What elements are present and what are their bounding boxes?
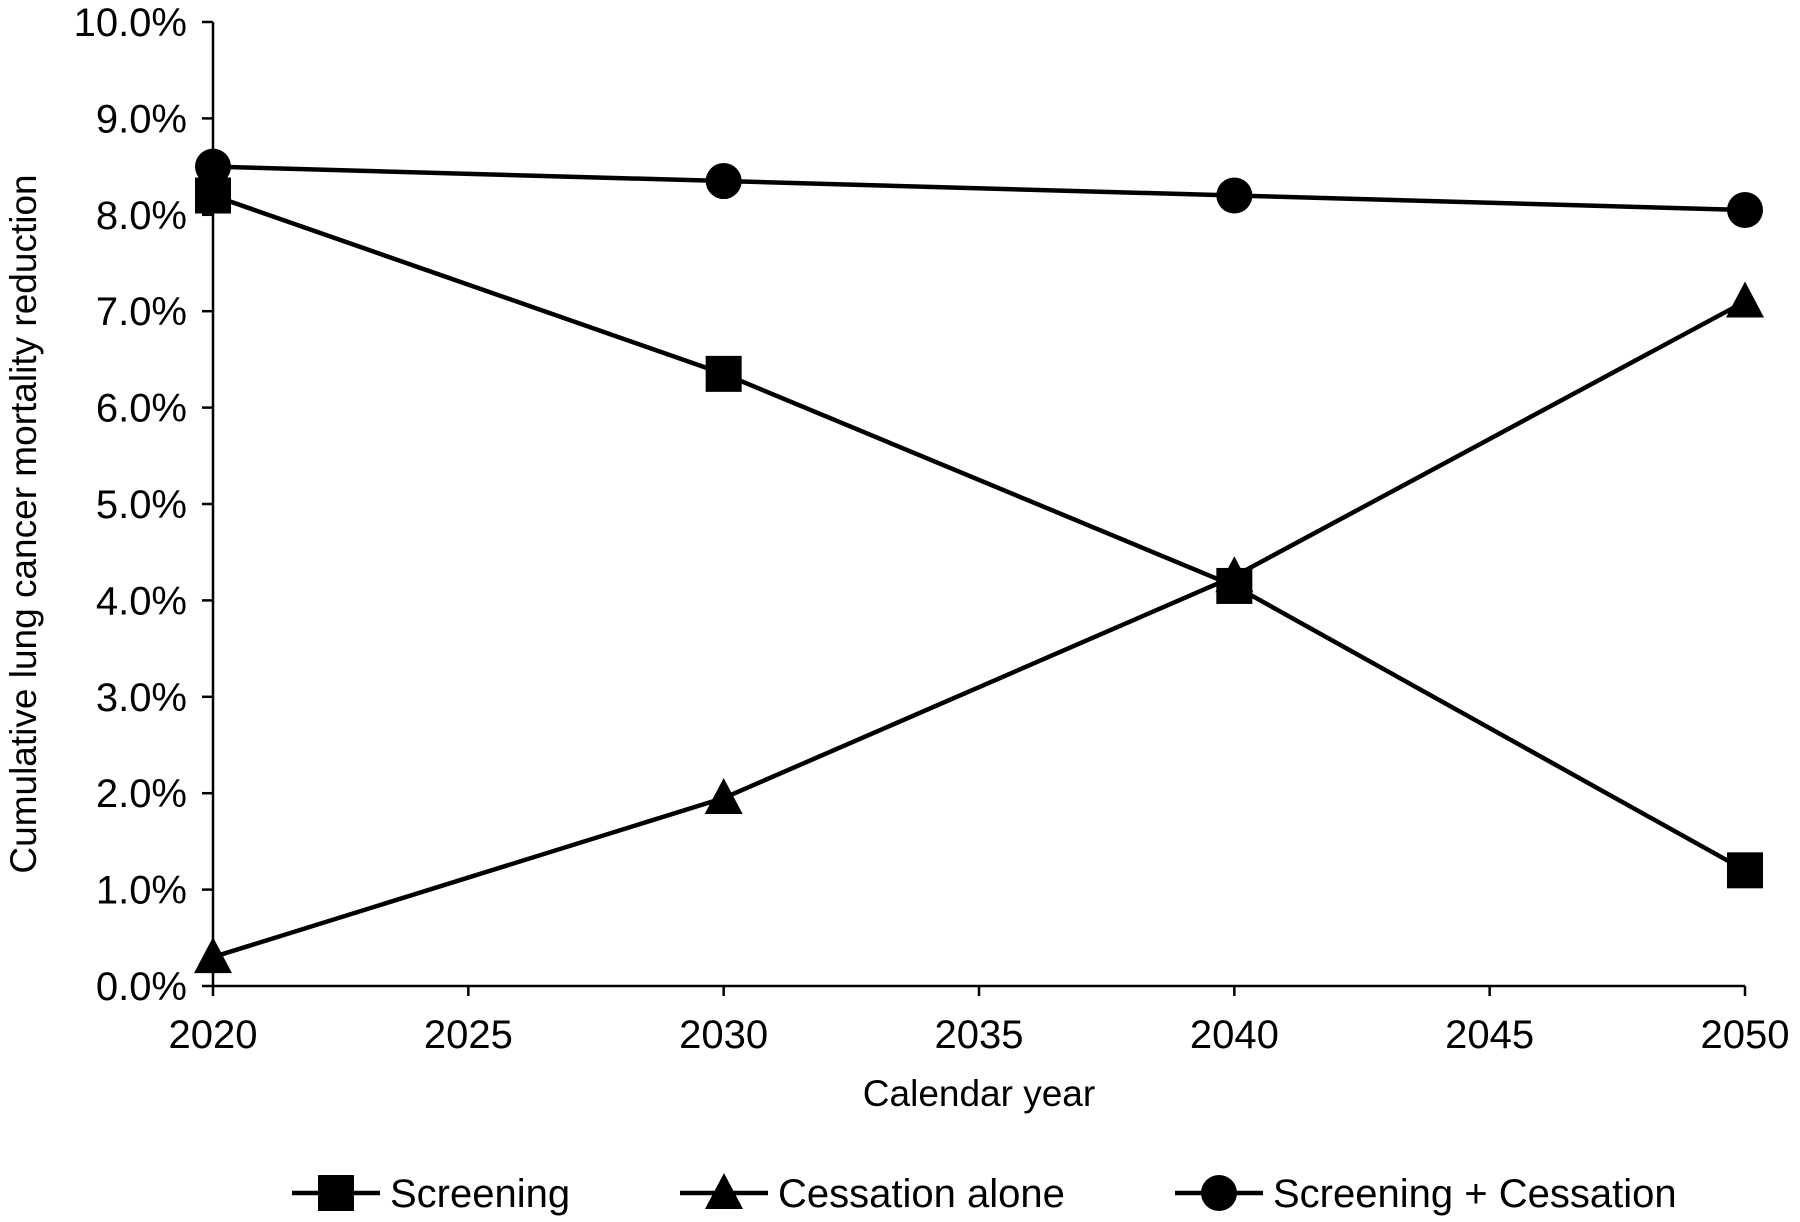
y-axis-ticks: 0.0% 1.0% 2.0% 3.0% 4.0% 5.0% 6.0% 7.0% 8.0% 9.0%… [74,1,213,1009]
y-tick-label: 9.0% [96,97,187,141]
x-tick-label: 2050 [1701,1013,1790,1057]
series-line-triangle [212,299,1747,960]
y-tick-label: 3.0% [96,676,187,720]
legend-marker-triangle [705,1173,743,1209]
x-axis-title: Calendar year [863,1073,1095,1114]
y-tick-label: 4.0% [96,579,187,623]
series-layer [194,148,1764,974]
data-point-circle [1216,177,1253,214]
y-tick-label: 10.0% [74,1,187,45]
y-tick-label: 0.0% [96,965,187,1009]
series-line-square [212,193,1747,873]
legend-item: Screening [292,1172,570,1216]
x-axis-ticks: 2020 2025 2030 2035 2040 2045 2050 [169,986,1790,1057]
y-tick-label: 8.0% [96,194,187,238]
data-point-square [705,355,742,392]
legend-marker-circle [1201,1175,1237,1211]
series-triangle [194,281,1764,974]
legend-label: Screening [390,1172,570,1216]
data-point-circle [1727,191,1763,228]
legend-item: Screening + Cessation [1175,1172,1677,1216]
x-tick-label: 2030 [679,1013,768,1057]
legend-label: Screening + Cessation [1273,1172,1677,1216]
legend-item: Cessation alone [680,1172,1065,1216]
data-point-triangle [1726,281,1764,318]
y-tick-label: 2.0% [96,772,187,816]
y-tick-label: 5.0% [96,483,187,527]
series-line-circle [212,164,1746,213]
x-tick-label: 2045 [1445,1013,1534,1057]
data-point-triangle [194,937,232,974]
data-point-square [1727,852,1763,889]
x-tick-label: 2020 [169,1013,258,1057]
x-tick-label: 2025 [424,1013,513,1057]
x-tick-label: 2035 [935,1013,1024,1057]
y-axis-title: Cumulative lung cancer mortality reducti… [3,174,44,873]
data-point-triangle [1215,556,1254,593]
axes [211,22,1745,988]
legend: Screening Cessation alone Screening + Cess… [292,1172,1677,1216]
y-tick-label: 1.0% [96,869,187,913]
y-tick-label: 7.0% [96,290,187,334]
data-point-circle [705,163,742,200]
series-square [195,177,1763,889]
x-tick-label: 2040 [1190,1013,1279,1057]
y-tick-label: 6.0% [96,387,187,431]
series-circle [195,148,1763,228]
data-point-circle [195,148,231,185]
data-point-triangle [704,778,743,815]
legend-marker-square [318,1175,354,1211]
legend-label: Cessation alone [778,1172,1065,1216]
